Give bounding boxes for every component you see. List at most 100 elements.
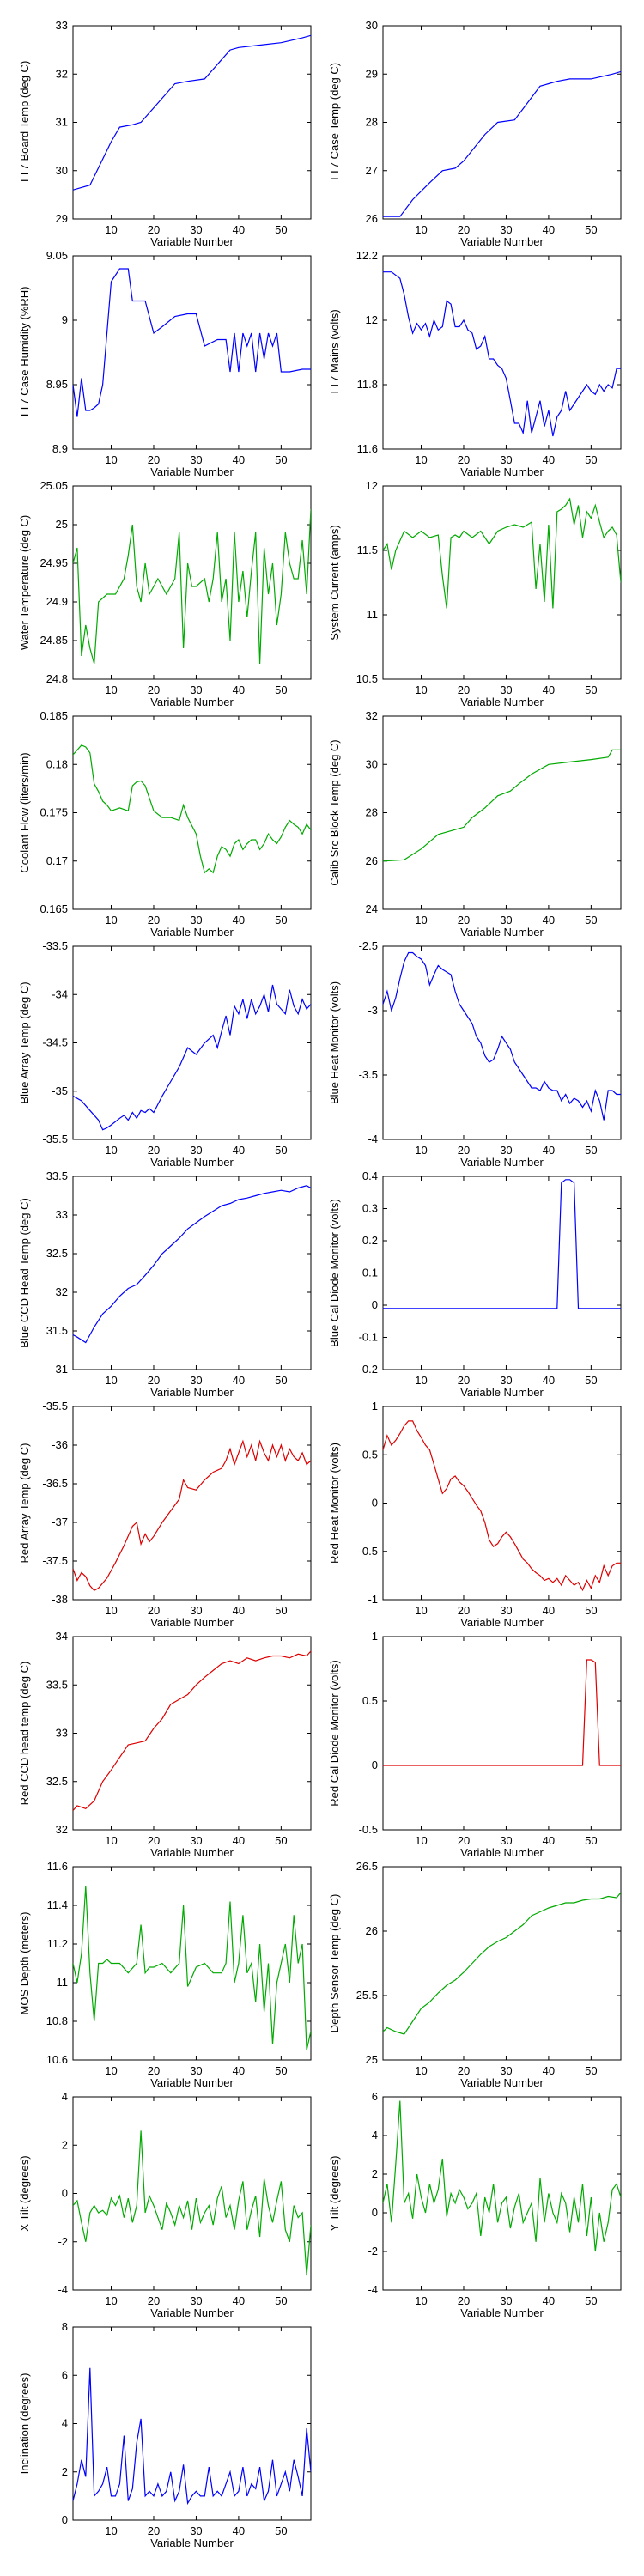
y-tick-label: -33.5	[42, 939, 68, 952]
plot-frame	[72, 485, 312, 680]
plot-frame	[382, 715, 622, 910]
series-line	[73, 2367, 311, 2506]
y-tick-label: 32.5	[46, 1247, 68, 1260]
x-tick-label: 20	[148, 223, 160, 236]
x-tick-label: 40	[543, 453, 555, 466]
y-tick-label: 31.5	[46, 1324, 68, 1337]
y-tick-label: 0.165	[39, 902, 68, 915]
chart-panel: 10 20 30 40 50 -4 -2 0 2 4 6 Variable Number Y Tilt …	[328, 2090, 622, 2319]
plot-frame	[72, 1866, 312, 2061]
y-tick-label: 4	[62, 2417, 68, 2430]
y-tick-label: 8.9	[52, 442, 68, 455]
y-tick-label: -0.1	[359, 1331, 378, 1344]
y-tick-label: 0	[372, 1298, 378, 1311]
series-line	[73, 984, 311, 1131]
chart-panel: 10 20 30 40 50 -35.5 -35 -34.5 -34 -33.5 Variable …	[18, 939, 312, 1169]
x-axis-label: Variable Number	[460, 235, 544, 248]
y-tick-label: 24	[366, 902, 378, 915]
x-tick-label: 30	[190, 1144, 202, 1157]
x-axis-label: Variable Number	[460, 2076, 544, 2089]
y-tick-label: 25.05	[39, 479, 68, 492]
y-tick-label: 26	[366, 1924, 378, 1937]
chart-panel: 10 20 30 40 50 -0.5 0 0.5 1 Variable Number Red Ca…	[328, 1630, 622, 1859]
plot-frame	[382, 1176, 622, 1370]
y-tick-label: 11	[57, 1976, 69, 1989]
y-axis-label: TT7 Case Humidity (%RH)	[18, 287, 31, 419]
y-tick-label: 0.5	[362, 1694, 378, 1707]
y-tick-label: 30	[56, 164, 68, 177]
chart-panel: 10 20 30 40 50 -4 -3.5 -3 -2.5 Variable Number Blu…	[328, 939, 622, 1169]
x-tick-label: 50	[275, 1374, 287, 1387]
y-axis-label: Red Cal Diode Monitor (volts)	[328, 1660, 341, 1807]
y-tick-label: 25	[366, 2053, 378, 2066]
plot-frame	[382, 25, 622, 220]
y-tick-label: -34	[52, 987, 68, 1000]
chart-panel: 10 20 30 40 50 -4 -2 0 2 4 Variable Number X Tilt (…	[18, 2090, 312, 2319]
y-tick-label: 8.95	[46, 378, 68, 391]
y-tick-label: 2	[372, 2167, 378, 2180]
x-tick-label: 50	[275, 223, 287, 236]
y-tick-label: 0	[62, 2187, 68, 2200]
plot-frame	[72, 2096, 312, 2291]
series-line	[73, 508, 311, 665]
x-tick-label: 30	[190, 914, 202, 927]
y-axis-label: TT7 Case Temp (deg C)	[328, 63, 341, 182]
series-line	[383, 1892, 621, 2035]
y-tick-label: 34	[56, 1630, 68, 1643]
series-line	[73, 1439, 311, 1591]
y-tick-label: -0.5	[359, 1823, 378, 1836]
series-line	[73, 34, 311, 191]
y-tick-label: -38	[52, 1593, 68, 1606]
x-axis-label: Variable Number	[460, 1156, 544, 1169]
y-tick-label: 28	[366, 116, 378, 129]
x-tick-label: 50	[585, 223, 597, 236]
y-tick-label: 33	[56, 1727, 68, 1740]
y-axis-label: X Tilt (degrees)	[18, 2155, 31, 2231]
y-tick-label: 0	[372, 1497, 378, 1510]
y-tick-label: 30	[366, 19, 378, 32]
x-tick-label: 30	[190, 2294, 202, 2307]
chart-panel: 10 20 30 40 50 8.9 8.95 9 9.05 Variable Number TT7…	[18, 249, 312, 478]
chart-panel: 10 20 30 40 50 24.8 24.85 24.9 24.95 25 25.05 Varia…	[18, 479, 312, 708]
series-line	[383, 2100, 621, 2252]
y-tick-label: 30	[366, 757, 378, 770]
x-tick-label: 10	[415, 2064, 427, 2077]
y-tick-label: -3.5	[359, 1068, 378, 1081]
x-tick-label: 30	[500, 453, 512, 466]
y-tick-label: 6	[62, 2368, 68, 2381]
x-tick-label: 30	[500, 683, 512, 696]
x-tick-label: 50	[585, 683, 597, 696]
y-axis-label: Inclination (degrees)	[18, 2373, 31, 2475]
x-tick-label: 20	[458, 1604, 470, 1617]
y-tick-label: 6	[372, 2090, 378, 2103]
x-tick-label: 10	[415, 2294, 427, 2307]
x-tick-label: 10	[415, 1834, 427, 1847]
y-tick-label: -4	[58, 2283, 68, 2296]
x-tick-label: 20	[148, 2524, 160, 2537]
y-tick-label: 2	[62, 2138, 68, 2151]
x-tick-label: 40	[233, 2294, 245, 2307]
y-axis-label: MOS Depth (meters)	[18, 1912, 31, 2015]
x-tick-label: 30	[500, 1144, 512, 1157]
y-axis-label: Blue Cal Diode Monitor (volts)	[328, 1199, 341, 1347]
x-tick-label: 30	[500, 2064, 512, 2077]
series-line	[73, 2130, 311, 2276]
chart-panel: 10 20 30 40 50 10.5 11 11.5 12 Variable Number Sys…	[328, 479, 622, 708]
x-tick-label: 20	[148, 453, 160, 466]
y-tick-label: 29	[56, 212, 68, 225]
series-line	[383, 70, 621, 217]
y-tick-label: 24.8	[46, 672, 68, 685]
x-tick-label: 20	[148, 1604, 160, 1617]
y-tick-label: -4	[368, 1133, 378, 1145]
y-tick-label: 32	[56, 1285, 68, 1298]
chart-panel: 10 20 30 40 50 -0.2 -0.1 0 0.1 0.2 0.3 0.4 Variable …	[328, 1170, 622, 1399]
x-tick-label: 30	[190, 2064, 202, 2077]
y-tick-label: 0	[372, 1759, 378, 1771]
y-axis-label: Blue Heat Monitor (volts)	[328, 981, 341, 1104]
y-axis-label: Blue Array Temp (deg C)	[18, 981, 31, 1103]
y-tick-label: 26.5	[356, 1860, 378, 1873]
x-tick-label: 20	[458, 223, 470, 236]
series-line	[383, 951, 621, 1121]
x-axis-label: Variable Number	[460, 2306, 544, 2319]
chart-panel: 10 20 30 40 50 29 30 31 32 33 Variable Number TT7 B…	[18, 19, 312, 248]
